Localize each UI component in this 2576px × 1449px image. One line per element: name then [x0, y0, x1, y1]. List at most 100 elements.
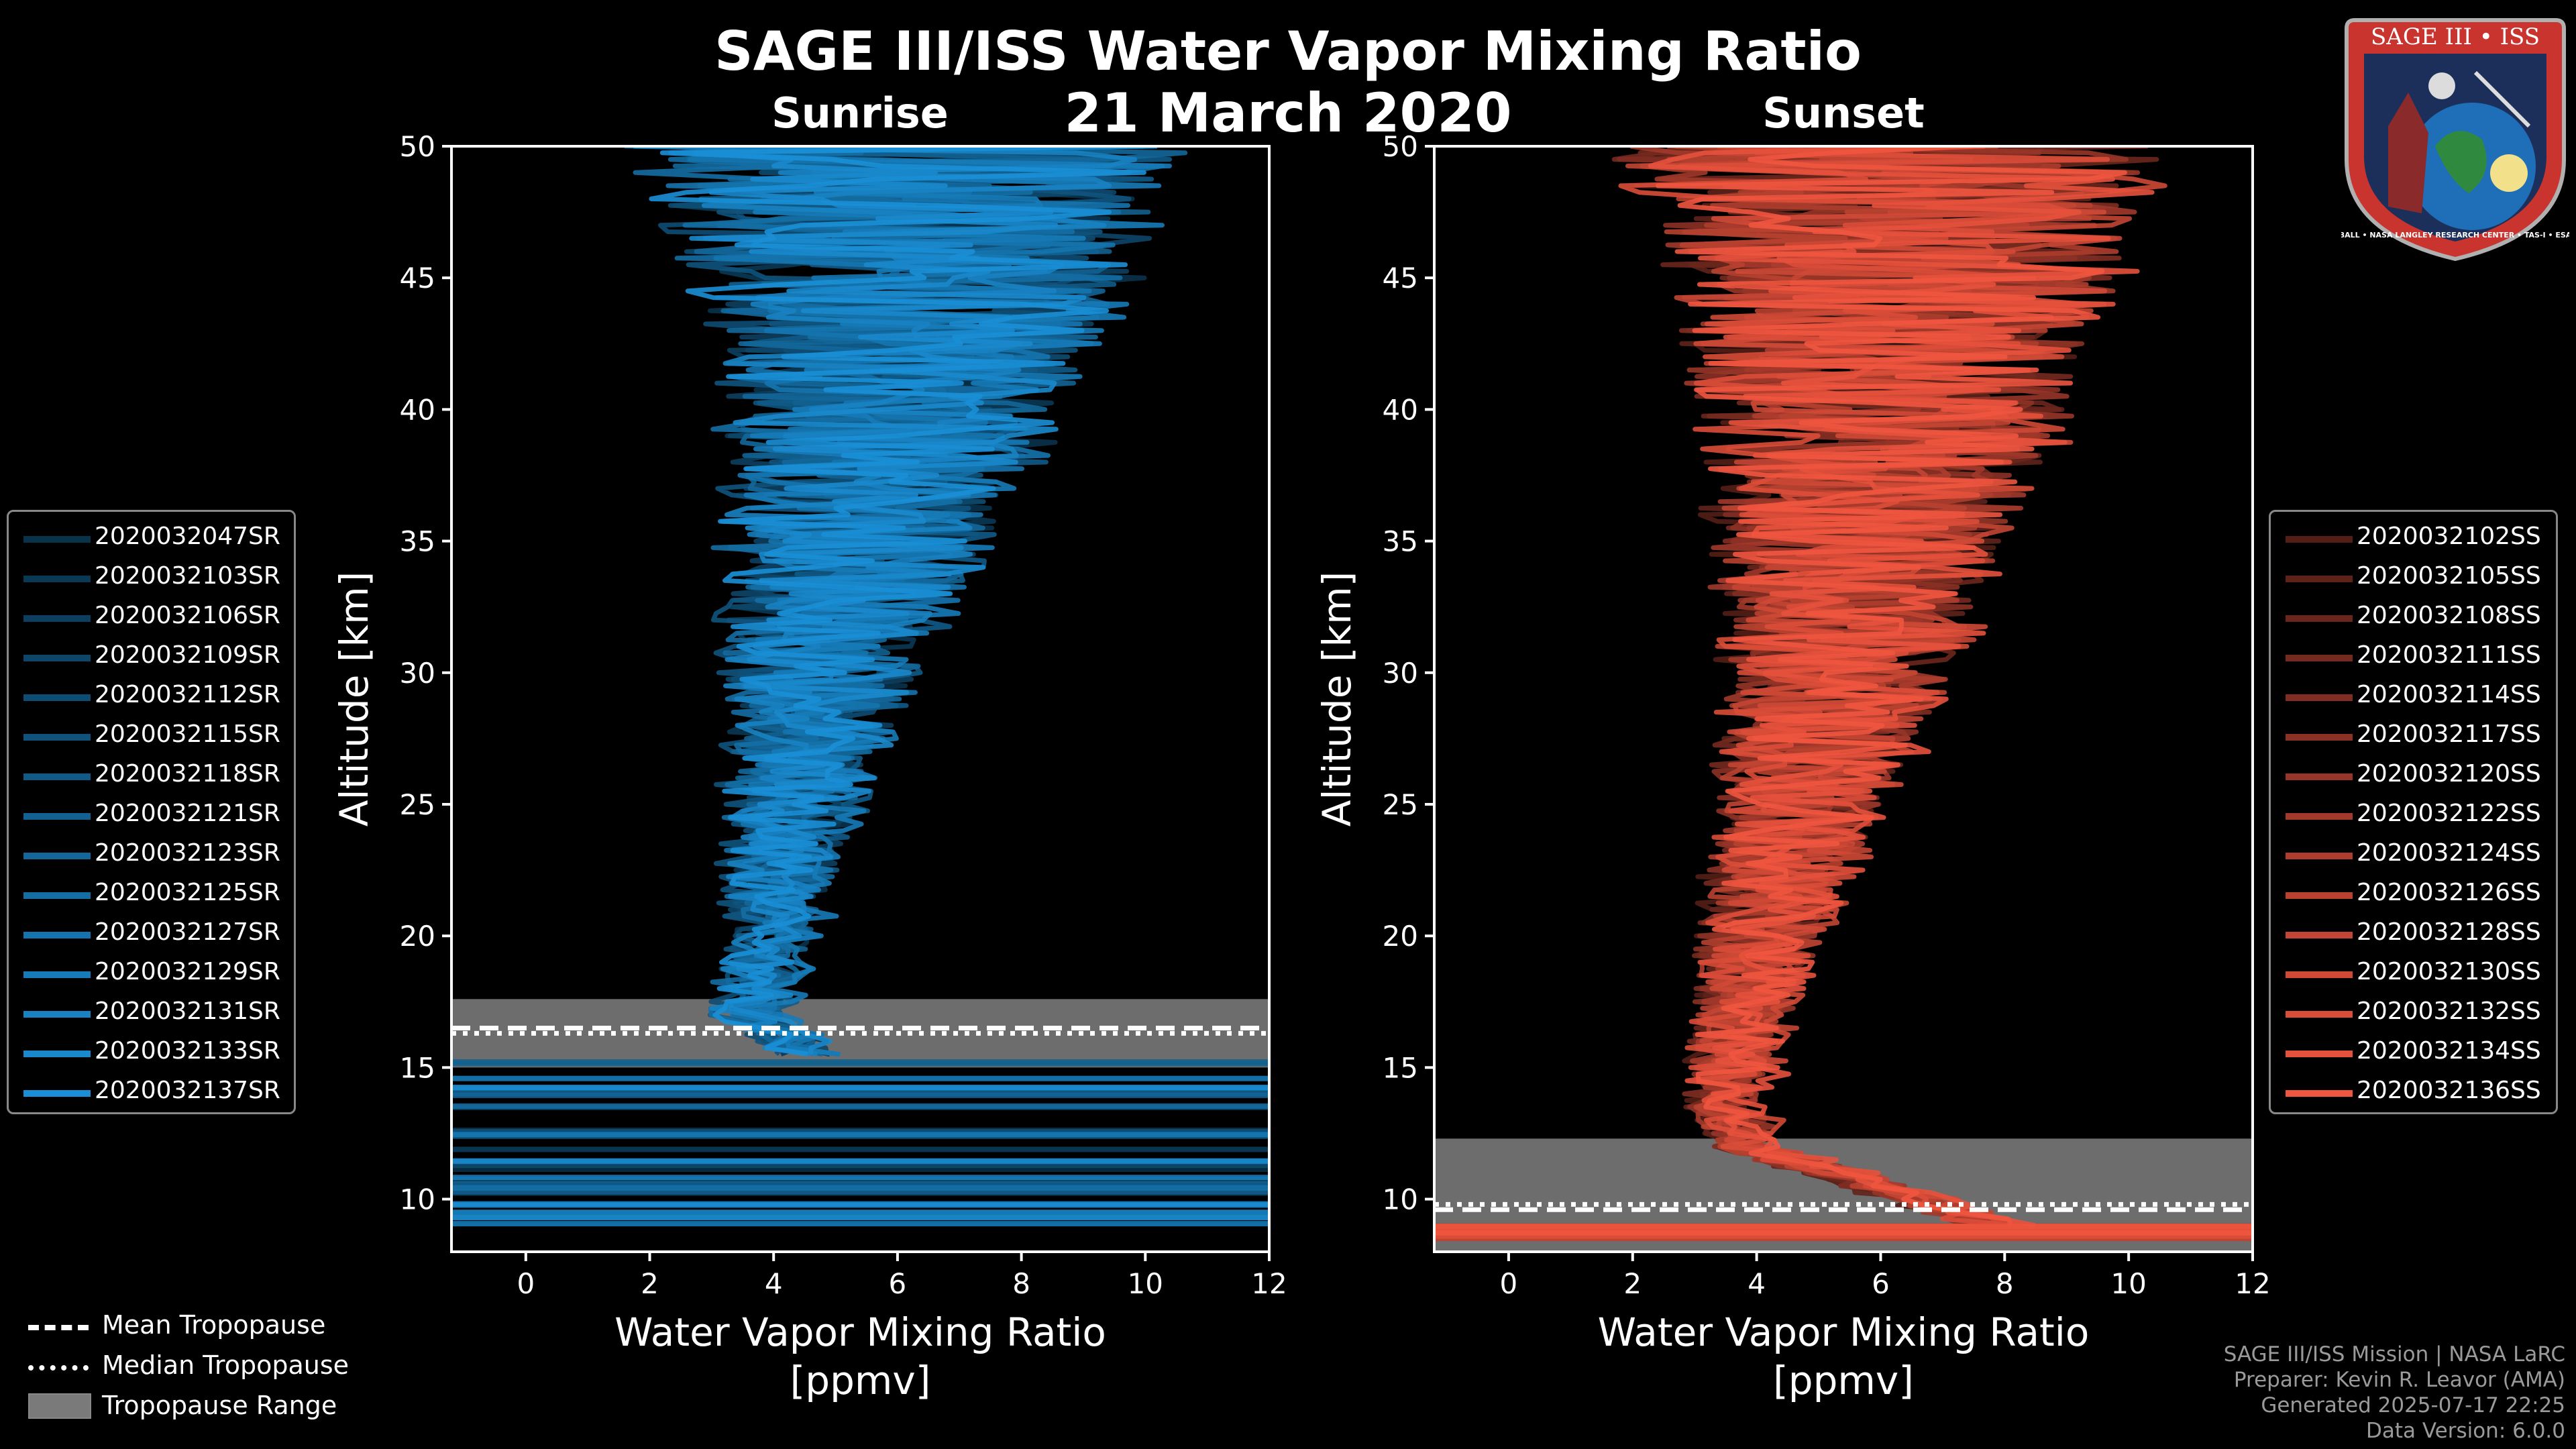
legend-label: 2020032136SS	[2357, 1077, 2541, 1104]
credits-block: SAGE III/ISS Mission | NASA LaRC Prepare…	[2224, 1342, 2565, 1444]
sunrise-legend: 2020032047SR 2020032103SR 2020032106SR 2020…	[7, 510, 296, 1114]
legend-swatch	[2286, 932, 2353, 938]
legend-swatch	[2286, 853, 2353, 859]
legend-item: 2020032122SS	[2271, 796, 2556, 835]
legend-label: 2020032126SS	[2357, 879, 2541, 906]
y-tick-label: 30	[1383, 657, 1418, 690]
legend-swatch	[2286, 694, 2353, 701]
legend-item: 2020032127SR	[9, 914, 294, 954]
legend-swatch	[2286, 813, 2353, 820]
legend-label: 2020032133SR	[95, 1037, 280, 1065]
x-axis-label: Water Vapor Mixing Ratio	[614, 1309, 1106, 1355]
legend-swatch	[2286, 971, 2353, 978]
legend-item: 2020032133SR	[9, 1033, 294, 1073]
legend-label: 2020032047SR	[95, 523, 280, 550]
x-tick-label: 4	[1748, 1267, 1766, 1300]
legend-label: 2020032109SR	[95, 641, 280, 669]
y-tick-label: 15	[400, 1051, 435, 1084]
profile-line-2020032137SR	[649, 146, 1157, 1057]
x-tick-label: 6	[1872, 1267, 1890, 1300]
x-tick-label: 12	[2235, 1267, 2270, 1300]
legend-label: 2020032137SR	[95, 1077, 280, 1104]
y-tick-label: 20	[400, 920, 435, 953]
legend-label: 2020032122SS	[2357, 800, 2541, 827]
credit-generated: Generated 2025-07-17 22:25	[2261, 1393, 2565, 1417]
legend-swatch	[2286, 1090, 2353, 1097]
legend-item: 2020032103SR	[9, 558, 294, 598]
legend-median-tropopause: Median Tropopause	[20, 1345, 423, 1385]
credit-mission: SAGE III/ISS Mission | NASA LaRC	[2223, 1342, 2565, 1366]
legend-swatch	[23, 1090, 91, 1097]
sunset-plot: 0 2 4 6 8 10 12 10 15 20 25 30 35 40 45 50 Water Vapor M…	[1314, 130, 2271, 1403]
y-axis-label: Altitude [km]	[1314, 572, 1360, 826]
credit-version: Data Version: 6.0.0	[2365, 1419, 2565, 1443]
legend-item: 2020032120SS	[2271, 756, 2556, 796]
legend-swatch	[2286, 734, 2353, 741]
logo-top-text: SAGE III • ISS	[2371, 23, 2540, 50]
legend-label: 2020032121SR	[95, 800, 280, 827]
x-tick-label: 4	[765, 1267, 783, 1300]
y-tick-label: 15	[1383, 1051, 1418, 1084]
legend-swatch	[2286, 773, 2353, 780]
x-tick-label: 0	[1500, 1267, 1518, 1300]
legend-item: 2020032134SS	[2271, 1033, 2556, 1073]
y-tick-label: 10	[1383, 1183, 1418, 1216]
plot-area	[451, 146, 1269, 1227]
legend-range-label: Tropopause Range	[102, 1391, 337, 1420]
legend-item: 2020032102SS	[2271, 519, 2556, 558]
legend-swatch	[23, 536, 91, 543]
legend-swatch	[2286, 536, 2353, 543]
legend-label: 2020032103SR	[95, 562, 280, 590]
plot-frame	[450, 145, 1271, 1253]
y-tick-label: 50	[400, 130, 435, 163]
y-tick-label: 10	[400, 1183, 435, 1216]
y-tick-label: 40	[1383, 393, 1418, 426]
plot-frame	[1433, 145, 2254, 1253]
legend-label: 2020032120SS	[2357, 760, 2541, 788]
legend-label: 2020032118SR	[95, 760, 280, 788]
legend-swatch	[2286, 615, 2353, 622]
legend-swatch	[23, 734, 91, 741]
dashed-line-swatch	[28, 1325, 89, 1330]
legend-mean-tropopause: Mean Tropopause	[20, 1305, 423, 1345]
legend-item: 2020032124SS	[2271, 835, 2556, 875]
chart-date-title: 21 March 2020	[1064, 82, 1512, 144]
legend-swatch	[2286, 1051, 2353, 1057]
legend-label: 2020032106SR	[95, 602, 280, 629]
y-tick-label: 35	[1383, 525, 1418, 558]
legend-swatch	[23, 1011, 91, 1018]
legend-tropopause-range: Tropopause Range	[20, 1385, 423, 1426]
legend-label: 2020032111SS	[2357, 641, 2541, 669]
legend-item: 2020032118SR	[9, 756, 294, 796]
legend-label: 2020032130SS	[2357, 958, 2541, 985]
legend-item: 2020032130SS	[2271, 954, 2556, 994]
x-axis-label: [ppmv]	[1773, 1358, 1914, 1403]
legend-item: 2020032112SR	[9, 677, 294, 716]
legend-swatch	[23, 932, 91, 938]
range-swatch	[28, 1393, 91, 1419]
x-tick-label: 6	[889, 1267, 907, 1300]
legend-swatch	[23, 694, 91, 701]
legend-swatch	[23, 971, 91, 978]
chart-main-title: SAGE III/ISS Water Vapor Mixing Ratio	[714, 20, 1862, 83]
legend-label: 2020032131SR	[95, 998, 280, 1025]
y-tick-label: 25	[1383, 788, 1418, 821]
sunrise-panel-title: Sunrise	[771, 89, 949, 138]
x-tick-label: 10	[2110, 1267, 2146, 1300]
plot-area	[1434, 146, 2253, 1252]
legend-item: 2020032123SR	[9, 835, 294, 875]
dotted-line-swatch	[28, 1365, 89, 1371]
x-axis-label: [ppmv]	[790, 1358, 931, 1403]
legend-item: 2020032131SR	[9, 994, 294, 1033]
legend-item: 2020032047SR	[9, 519, 294, 558]
legend-item: 2020032106SR	[9, 598, 294, 637]
legend-label: 2020032105SS	[2357, 562, 2541, 590]
y-axis-label: Altitude [km]	[331, 572, 377, 826]
y-tick-label: 35	[400, 525, 435, 558]
legend-item: 2020032129SR	[9, 954, 294, 994]
x-tick-label: 12	[1251, 1267, 1287, 1300]
x-tick-label: 2	[1623, 1267, 1642, 1300]
legend-item: 2020032115SR	[9, 716, 294, 756]
tropopause-range-band	[451, 999, 1269, 1068]
legend-label: 2020032127SR	[95, 918, 280, 946]
